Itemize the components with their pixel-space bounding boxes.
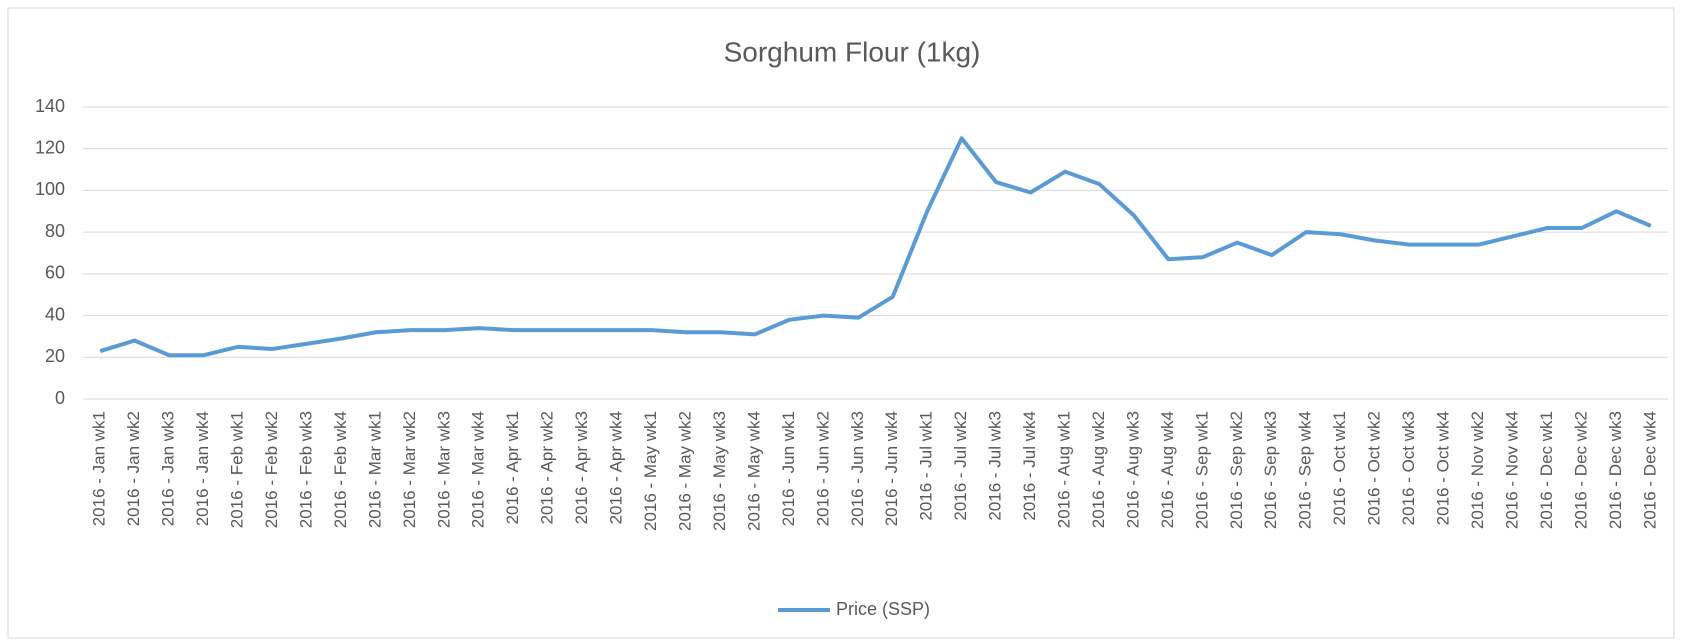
y-tick-label: 0 [55,388,65,408]
legend-label: Price (SSP) [836,599,930,619]
x-tick-label: 2016 - Feb wk2 [262,411,281,528]
x-tick-label: 2016 - Jan wk3 [159,411,178,526]
x-tick-label: 2016 - Oct wk4 [1434,411,1453,525]
x-tick-label: 2016 - Dec wk3 [1606,411,1625,529]
x-tick-label: 2016 - Aug wk1 [1054,411,1073,528]
x-tick-label: 2016 - Dec wk1 [1537,411,1556,529]
x-tick-label: 2016 - Sep wk2 [1227,411,1246,529]
chart-frame [7,7,1675,639]
y-tick-label: 20 [45,346,65,366]
x-tick-label: 2016 - Jul wk4 [1020,411,1039,521]
x-tick-label: 2016 - Aug wk2 [1089,411,1108,528]
x-tick-label: 2016 - Aug wk4 [1158,411,1177,528]
x-tick-label: 2016 - Jan wk1 [90,411,109,526]
x-tick-label: 2016 - Feb wk3 [296,411,315,528]
x-tick-label: 2016 - Apr wk1 [503,411,522,524]
x-tick-label: 2016 - Mar wk2 [400,411,419,528]
x-tick-label: 2016 - May wk3 [710,411,729,531]
x-tick-label: 2016 - Jun wk3 [848,411,867,526]
x-tick-label: 2016 - Aug wk3 [1123,411,1142,528]
x-tick-label: 2016 - Mar wk1 [365,411,384,528]
x-tick-label: 2016 - Apr wk3 [572,411,591,524]
x-tick-label: 2016 - Dec wk4 [1640,411,1659,529]
x-tick-label: 2016 - Jan wk2 [124,411,143,526]
x-tick-label: 2016 - Jul wk2 [951,411,970,521]
x-tick-label: 2016 - Jul wk1 [917,411,936,521]
y-tick-label: 60 [45,263,65,283]
x-tick-label: 2016 - Mar wk4 [469,411,488,528]
x-tick-label: 2016 - Feb wk1 [228,411,247,528]
x-tick-label: 2016 - Jul wk3 [986,411,1005,521]
x-tick-label: 2016 - Feb wk4 [331,411,350,528]
y-tick-label: 120 [35,137,65,157]
x-tick-label: 2016 - Oct wk2 [1365,411,1384,525]
x-tick-label: 2016 - Oct wk1 [1330,411,1349,525]
x-tick-label: 2016 - Jun wk2 [813,411,832,526]
x-tick-label: 2016 - Jun wk1 [779,411,798,526]
x-tick-label: 2016 - Oct wk3 [1399,411,1418,525]
x-tick-label: 2016 - Apr wk4 [607,411,626,524]
x-tick-label: 2016 - May wk4 [744,411,763,531]
x-tick-label: 2016 - Jan wk4 [193,411,212,526]
line-series [99,136,1652,358]
x-tick-label: 2016 - Mar wk3 [434,411,453,528]
x-tick-label: 2016 - Nov wk4 [1502,411,1521,529]
x-tick-label: 2016 - Nov wk2 [1468,411,1487,529]
x-tick-label: 2016 - May wk1 [641,411,660,531]
x-tick-label: 2016 - Sep wk4 [1296,411,1315,529]
x-tick-label: 2016 - Dec wk2 [1571,411,1590,529]
y-tick-label: 100 [35,179,65,199]
chart-title: Sorghum Flour (1kg) [724,36,981,67]
y-tick-label: 40 [45,304,65,324]
x-tick-label: 2016 - Sep wk3 [1261,411,1280,529]
x-tick-label: 2016 - May wk2 [675,411,694,531]
x-tick-label: 2016 - Jun wk4 [882,411,901,526]
x-tick-label: 2016 - Apr wk2 [538,411,557,524]
y-tick-label: 80 [45,221,65,241]
y-tick-label: 140 [35,96,65,116]
x-tick-label: 2016 - Sep wk1 [1192,411,1211,529]
